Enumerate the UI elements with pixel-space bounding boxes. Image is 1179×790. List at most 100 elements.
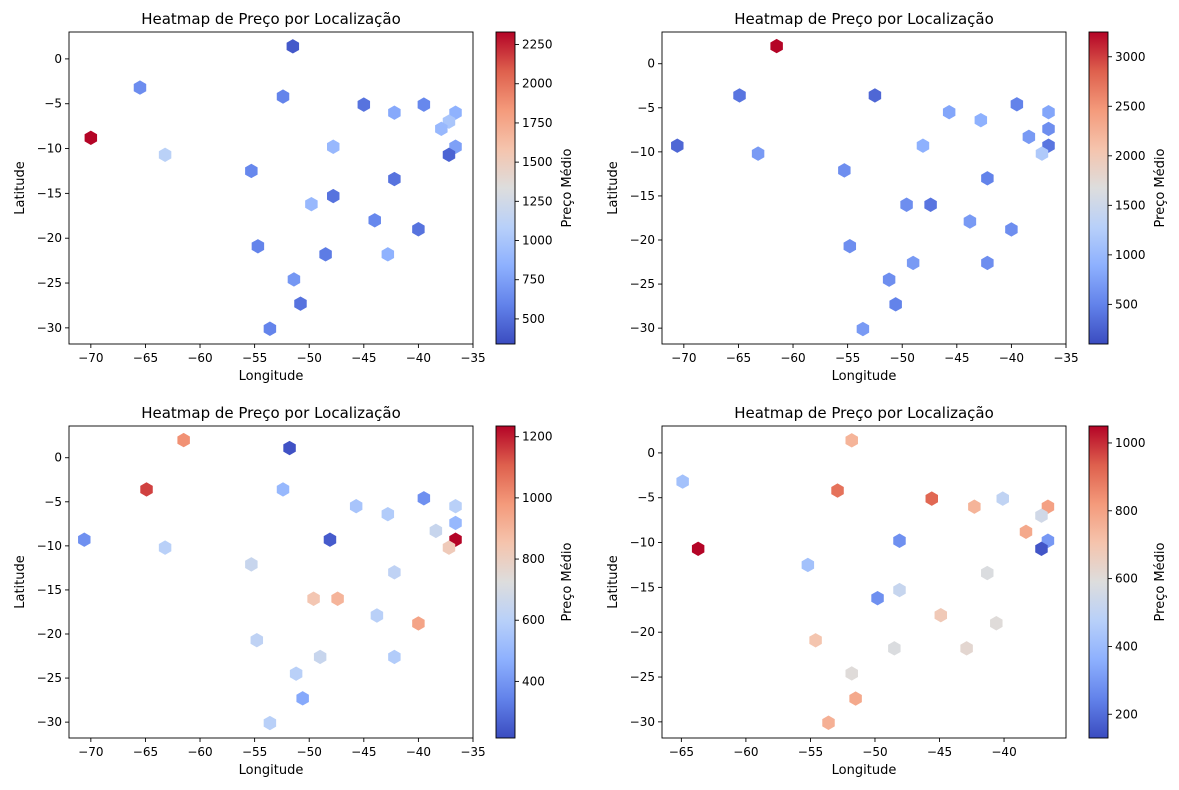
axes-frame <box>68 31 474 345</box>
axes-frame <box>661 31 1067 345</box>
hex-cell <box>1005 222 1018 237</box>
hex-cell <box>250 632 264 648</box>
y-tick-label: −10 <box>37 142 62 156</box>
hex-cell <box>177 432 190 448</box>
x-tick-label: −65 <box>133 745 158 759</box>
chart-title: Heatmap de Preço por Localização <box>734 404 994 422</box>
hex-cell <box>263 715 277 731</box>
x-tick-label: −50 <box>297 351 322 365</box>
hex-cell <box>442 147 456 163</box>
x-tick-label: −35 <box>460 745 485 759</box>
hex-cell <box>924 197 937 212</box>
hex-cell <box>968 499 981 514</box>
x-tick-label: −50 <box>862 745 887 759</box>
y-tick-label: −25 <box>37 276 62 290</box>
hex-cell <box>990 616 1003 631</box>
x-tick-label: −55 <box>242 351 267 365</box>
hex-cell <box>331 591 344 606</box>
hex-cell <box>1035 508 1048 523</box>
hex-cell <box>412 222 425 237</box>
x-tick-label: −70 <box>78 745 103 759</box>
hex-cell <box>916 138 930 153</box>
y-axis-label: Latitude <box>13 161 28 215</box>
y-tick-label: −20 <box>37 627 62 641</box>
x-tick-label: −45 <box>351 351 376 365</box>
hex-cell <box>388 565 401 580</box>
hex-cell <box>822 715 835 730</box>
hex-cell <box>417 491 431 506</box>
hex-cell <box>327 188 340 204</box>
hex-cell <box>849 691 862 706</box>
hex-cell <box>276 89 290 104</box>
colorbar-tick-label: 400 <box>522 674 545 688</box>
x-tick-label: −50 <box>297 745 322 759</box>
hex-cell <box>1022 129 1036 145</box>
hexbin-cells <box>676 433 1055 730</box>
subplot-1: Heatmap de Preço por Localização −70 −65 −6… <box>13 10 575 384</box>
hex-cell <box>1041 499 1055 514</box>
hex-cell <box>942 105 956 120</box>
hex-cell <box>289 666 303 681</box>
y-tick-label: −20 <box>630 625 655 639</box>
y-axis-label: Latitude <box>13 555 28 609</box>
hex-cell <box>900 197 913 212</box>
colorbar-tick-label: 1200 <box>522 430 553 444</box>
hex-cell <box>843 238 857 254</box>
colorbar-tick-label: 2500 <box>1115 99 1146 113</box>
hex-cell <box>442 540 456 555</box>
axes-frame <box>68 425 474 739</box>
hex-cell <box>307 591 320 606</box>
colorbar-tick-label: 800 <box>1115 504 1138 518</box>
hex-cell <box>893 582 906 598</box>
y-tick-label: 0 <box>54 451 62 465</box>
hex-cell <box>388 105 401 120</box>
x-tick-label: −40 <box>991 745 1016 759</box>
hex-cell <box>313 649 327 665</box>
x-tick-label: −60 <box>187 351 212 365</box>
x-tick-label: −70 <box>78 351 103 365</box>
hex-cell <box>388 171 401 187</box>
colorbar-tick-label: 800 <box>522 552 545 566</box>
hex-cell <box>960 641 973 656</box>
y-tick-label: −30 <box>37 715 62 729</box>
y-tick-label: −15 <box>37 186 62 200</box>
hex-cell <box>449 105 462 120</box>
hex-cell <box>963 214 977 229</box>
hex-cell <box>671 138 684 153</box>
hex-cell <box>287 272 301 287</box>
x-tick-label: −55 <box>835 351 860 365</box>
colorbar: 200 400 600 800 1000 Preço Médio <box>1088 425 1168 739</box>
x-tick-label: −45 <box>927 745 952 759</box>
hex-cell <box>263 321 277 336</box>
x-tick-label: −40 <box>999 351 1024 365</box>
hex-cell <box>319 247 332 262</box>
x-tick-label: −40 <box>406 745 431 759</box>
y-tick-label: −5 <box>44 495 62 509</box>
hex-cell <box>691 541 705 557</box>
colorbar-tick-label: 600 <box>1115 572 1138 586</box>
x-tick-label: −60 <box>780 351 805 365</box>
hex-cell <box>974 112 988 128</box>
x-axis-label: Longitude <box>832 763 897 778</box>
y-tick-label: 0 <box>647 446 655 460</box>
hex-cell <box>84 130 98 145</box>
hex-cell <box>381 506 395 522</box>
y-tick-label: −10 <box>630 145 655 159</box>
colorbar-label: Preço Médio <box>560 148 575 227</box>
colorbar-tick-label: 1750 <box>522 116 553 130</box>
hex-cell <box>981 171 994 186</box>
y-tick-label: −15 <box>630 580 655 594</box>
hexbin-cells <box>671 38 1055 337</box>
subplot-3: Heatmap de Preço por Localização −70 −65 −6… <box>13 404 575 778</box>
hexbin-cells <box>84 39 462 336</box>
colorbar: 500 750 1000 1250 1500 1750 2000 2250 Preço Médi… <box>495 31 575 345</box>
colorbar-tick-label: 500 <box>1115 297 1138 311</box>
hex-cell <box>676 474 689 489</box>
hex-cell <box>1042 121 1055 137</box>
hex-cell <box>845 433 858 448</box>
hex-cell <box>357 97 371 112</box>
hex-cell <box>889 297 902 312</box>
hex-cell <box>133 80 147 95</box>
colorbar-tick-label: 1250 <box>522 194 553 208</box>
